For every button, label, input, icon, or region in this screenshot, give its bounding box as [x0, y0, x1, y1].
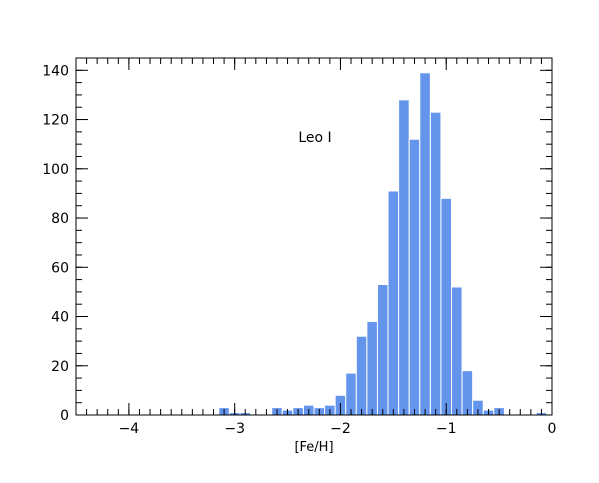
x-tick-label: −4 — [119, 421, 140, 437]
histogram-bar — [429, 111, 442, 416]
histogram-bar — [376, 284, 389, 416]
histogram-bar — [408, 138, 421, 416]
histogram-bar — [461, 370, 474, 416]
y-tick-label: 20 — [51, 359, 69, 375]
x-tick-label: 0 — [548, 421, 557, 437]
histogram-bar — [419, 72, 431, 416]
histogram-bar — [387, 190, 400, 416]
histogram-bar — [355, 335, 368, 416]
plot-background — [76, 58, 552, 415]
x-tick-label: −1 — [436, 421, 457, 437]
y-tick-label: 0 — [60, 408, 69, 424]
y-tick-label: 100 — [42, 162, 69, 178]
y-tick-label: 140 — [42, 63, 69, 79]
annotation-label: Leo I — [298, 130, 331, 146]
x-axis-label: [Fe/H] — [294, 440, 333, 455]
y-tick-labels: 0 20 40 60 80 100 120 140 — [42, 63, 69, 424]
y-tick-label: 80 — [51, 211, 69, 227]
histogram-bar — [345, 372, 357, 416]
x-tick-labels: −4 −3 −2 −1 0 — [119, 421, 557, 437]
y-tick-label: 120 — [42, 113, 69, 129]
histogram-bar — [440, 197, 453, 416]
histogram-bar — [366, 320, 378, 416]
histogram-bar — [398, 99, 410, 416]
plot-frame — [75, 57, 553, 416]
x-tick-label: −2 — [330, 421, 351, 437]
x-tick-label: −3 — [224, 421, 245, 437]
histogram-bar — [451, 286, 463, 416]
y-tick-label: 40 — [51, 310, 69, 326]
y-tick-label: 60 — [51, 260, 69, 276]
